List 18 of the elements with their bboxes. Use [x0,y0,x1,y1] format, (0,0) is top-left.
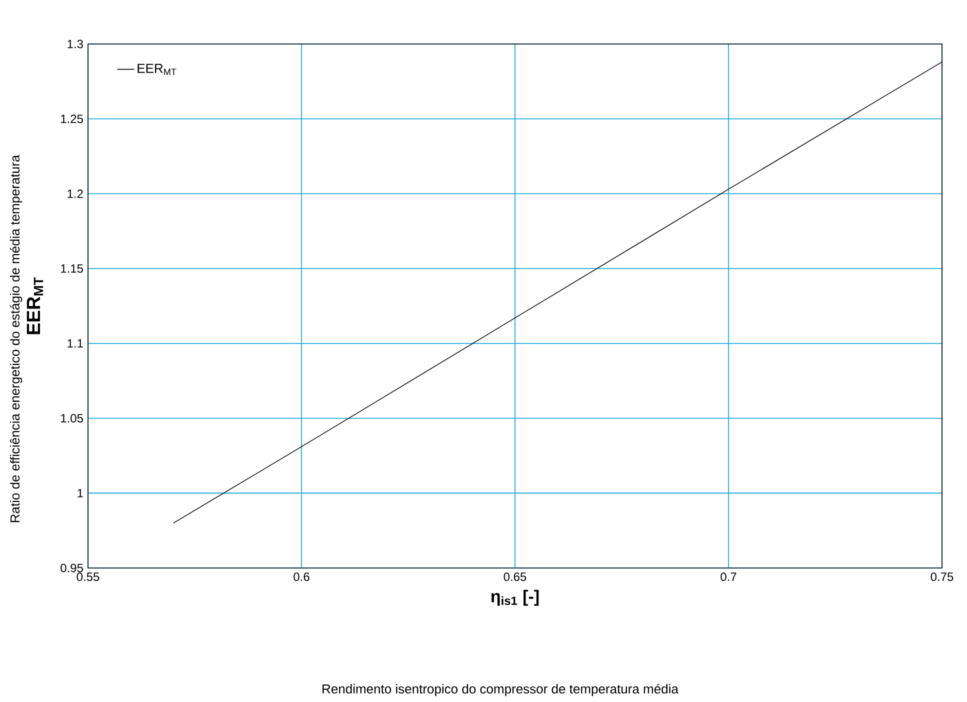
x-tick-label: 0.6 [294,572,310,582]
y-axis-title: EER$_{MT}$ [26,277,44,334]
x-axis-title: η$_{is1}$ [-] [491,590,539,606]
y-tick-label: 1.15 [61,264,83,273]
x-tick-label: 0.65 [504,572,526,582]
y-tick-label: 1 [78,489,83,498]
y-tick-label: 1.1 [68,339,83,348]
y-tick-label: 1.2 [68,190,83,198]
x-tick-label: 0.75 [930,572,954,582]
y-tick-label: 0.95 [60,564,83,572]
y-tick-label: 1.05 [61,414,83,423]
y-tick-label: 1.25 [61,114,83,124]
x-tick-label: 0.55 [76,572,100,582]
text: Rendimento isentropico do compressor de temperatura média [322,684,678,696]
legend-label: EER$_{MT}$ [138,64,176,75]
text: Ratio de efficiência energetico do estágio de média temperatura [10,154,22,522]
y-tick-label: 1.3 [68,40,83,48]
x-tick-label: 0.7 [720,572,736,582]
